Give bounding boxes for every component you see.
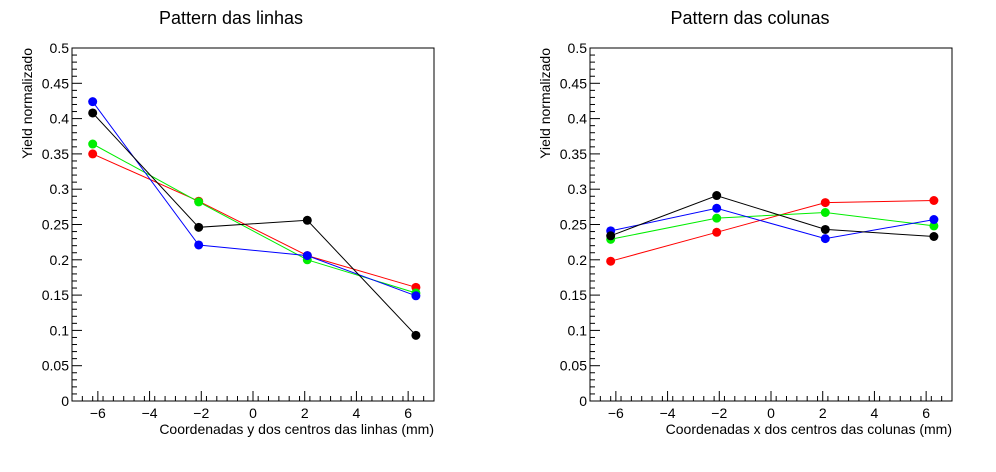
data-point-series-3 xyxy=(88,108,98,118)
x-tick-label: 4 xyxy=(353,405,361,421)
x-tick-label: −2 xyxy=(711,405,727,421)
data-point-series-2 xyxy=(88,97,98,107)
y-tick-label: 0.4 xyxy=(50,111,70,127)
y-tick-label: 0.45 xyxy=(560,75,587,91)
y-tick-label: 0.25 xyxy=(42,217,69,233)
y-tick-label: 0.3 xyxy=(568,181,588,197)
series-line-1 xyxy=(610,211,934,240)
y-tick-label: 0.1 xyxy=(50,322,70,338)
axis-ticks: −6 −4 −2 0 2 4 6 0 0.05 0.1 0.15 0.2 0.25 0.3 0.35 0.4 0… xyxy=(560,40,953,421)
y-tick-label: 0.45 xyxy=(42,75,69,91)
data-point-series-0 xyxy=(929,195,939,205)
axis-ticks: −6 −4 −2 0 2 4 6 0 0.05 0.1 0.15 0.2 0.25 0.3 0.35 0.4 0… xyxy=(42,40,435,421)
y-tick-label: 0.2 xyxy=(50,252,70,268)
y-tick-label: 0.5 xyxy=(568,40,588,56)
series-line-0 xyxy=(92,153,417,288)
x-tick-label: −6 xyxy=(608,405,624,421)
x-tick-label: −4 xyxy=(142,405,158,421)
data-point-series-2 xyxy=(929,215,939,225)
y-tick-label: 0.15 xyxy=(42,287,69,303)
data-point-series-2 xyxy=(712,203,722,213)
data-point-series-1 xyxy=(712,213,722,223)
data-point-series-2 xyxy=(302,251,312,261)
series-points xyxy=(606,191,939,266)
data-point-series-1 xyxy=(88,139,98,149)
data-point-series-1 xyxy=(929,221,939,231)
data-point-series-3 xyxy=(929,232,939,242)
chart-panel-rows: Pattern das linhas −6 −4 −2 0 2 4 6 0 0.05 0.1 0.1… xyxy=(19,8,435,437)
series-line-2 xyxy=(92,101,417,297)
data-point-series-3 xyxy=(606,231,616,241)
data-point-series-3 xyxy=(712,191,722,201)
data-point-series-0 xyxy=(712,227,722,237)
x-tick-label: −2 xyxy=(193,405,209,421)
x-axis-label: Coordenadas x dos centros das colunas (m… xyxy=(666,421,952,437)
data-point-series-1 xyxy=(820,207,830,217)
y-tick-label: 0.3 xyxy=(50,181,70,197)
series-line-2 xyxy=(610,207,934,240)
data-point-series-3 xyxy=(302,215,312,225)
data-point-series-1 xyxy=(194,197,204,207)
series-points xyxy=(88,97,421,340)
series-line-3 xyxy=(610,195,934,237)
y-tick-label: 0.2 xyxy=(568,252,588,268)
chart-panel-columns: Pattern das colunas −6 −4 −2 0 2 4 6 0 0.05 0.1 0.… xyxy=(537,8,953,437)
plot-frame xyxy=(71,47,435,402)
x-tick-label: 6 xyxy=(404,405,412,421)
data-point-series-2 xyxy=(820,234,830,244)
data-point-series-2 xyxy=(411,291,421,301)
y-tick-label: 0.25 xyxy=(560,217,587,233)
chart-title: Pattern das linhas xyxy=(159,8,303,28)
data-point-series-3 xyxy=(194,222,204,232)
y-tick-label: 0.1 xyxy=(568,322,588,338)
y-tick-label: 0.05 xyxy=(560,358,587,374)
y-axis-label: Yield normalizado xyxy=(537,48,553,159)
y-axis-label: Yield normalizado xyxy=(19,48,35,159)
x-tick-label: 4 xyxy=(871,405,879,421)
plot-frame xyxy=(589,47,953,402)
x-axis-label: Coordenadas y dos centros das linhas (mm… xyxy=(159,421,434,437)
y-tick-label: 0.35 xyxy=(560,146,587,162)
data-point-series-0 xyxy=(606,256,616,266)
chart-title: Pattern das colunas xyxy=(670,8,829,28)
y-tick-label: 0.4 xyxy=(568,111,588,127)
y-tick-label: 0.35 xyxy=(42,146,69,162)
y-tick-label: 0.5 xyxy=(50,40,70,56)
data-point-series-0 xyxy=(88,149,98,159)
x-tick-label: 0 xyxy=(767,405,775,421)
y-tick-label: 0 xyxy=(579,393,587,409)
data-point-series-2 xyxy=(194,240,204,250)
series-line-3 xyxy=(92,112,417,336)
x-tick-label: −4 xyxy=(660,405,676,421)
data-point-series-0 xyxy=(820,198,830,208)
x-tick-label: 0 xyxy=(249,405,257,421)
x-tick-label: 6 xyxy=(922,405,930,421)
series-lines xyxy=(92,101,417,336)
x-tick-label: 2 xyxy=(819,405,827,421)
series-line-0 xyxy=(610,200,934,262)
data-point-series-3 xyxy=(411,330,421,340)
y-tick-label: 0.15 xyxy=(560,287,587,303)
y-tick-label: 0.05 xyxy=(42,358,69,374)
data-point-series-3 xyxy=(820,224,830,234)
y-tick-label: 0 xyxy=(61,393,69,409)
series-line-1 xyxy=(92,143,417,294)
x-tick-label: 2 xyxy=(301,405,309,421)
x-tick-label: −6 xyxy=(90,405,106,421)
series-lines xyxy=(610,195,934,262)
